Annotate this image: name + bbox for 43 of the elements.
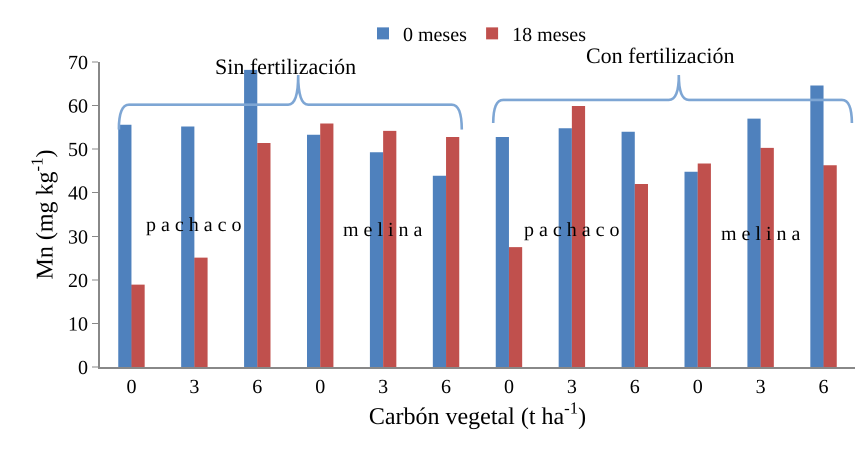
- x-tick-label: 0: [315, 376, 326, 398]
- annotation: Con fertilización: [586, 43, 734, 68]
- bar: [131, 284, 145, 367]
- bar: [496, 136, 509, 367]
- x-tick-label: 3: [378, 376, 388, 398]
- y-tick-label: 0: [78, 357, 88, 379]
- bar: [320, 123, 334, 367]
- x-tick-label: 0: [692, 376, 703, 398]
- y-tick-label: 40: [68, 182, 88, 205]
- x-tick-label: 0: [504, 376, 514, 398]
- x-tick-label: 0: [126, 376, 136, 398]
- y-tick-label: 50: [68, 139, 88, 162]
- y-tick-label: 60: [68, 96, 88, 118]
- bar: [118, 124, 132, 367]
- bar: [824, 165, 837, 367]
- legend-label: 0 meses: [403, 24, 468, 46]
- y-tick-label: 30: [68, 226, 88, 248]
- y-tick-label: 70: [68, 52, 88, 74]
- legend-label: 18 meses: [512, 24, 586, 46]
- bar: [684, 172, 698, 367]
- bar: [622, 132, 635, 367]
- bar: [383, 130, 396, 367]
- bar: [634, 184, 648, 367]
- bar: [307, 134, 320, 367]
- bar: [194, 258, 208, 367]
- bar: [508, 247, 522, 367]
- x-tick-label: 3: [756, 376, 766, 398]
- x-tick-label: 6: [441, 376, 452, 398]
- annotation: Sin fertilización: [215, 54, 356, 79]
- bar: [257, 143, 270, 367]
- x-tick-label: 6: [818, 376, 829, 398]
- y-tick-label: 20: [68, 270, 88, 292]
- x-tick-label: 3: [189, 376, 200, 398]
- x-tick-label: 3: [566, 376, 577, 398]
- bar: [432, 176, 446, 367]
- bar: [698, 164, 711, 367]
- y-tick-label: 10: [68, 313, 88, 336]
- bar: [446, 136, 460, 367]
- x-axis-title: Carbón vegetal (t ha$^{-1}$): [368, 398, 586, 430]
- x-tick-label: 6: [630, 376, 640, 398]
- x-tick-label: 6: [252, 376, 262, 398]
- bar: [810, 86, 824, 367]
- bar: [760, 148, 774, 367]
